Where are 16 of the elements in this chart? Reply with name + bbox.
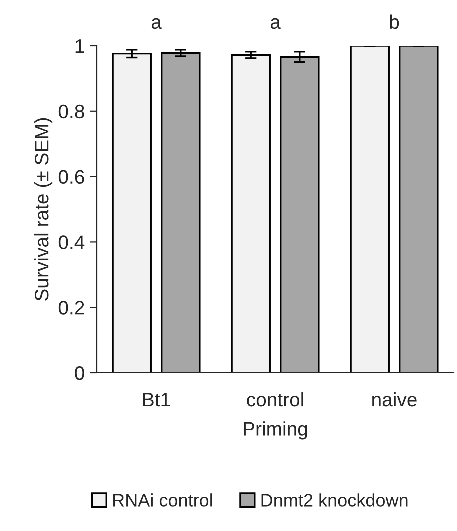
text: b — [390, 14, 400, 30]
y-tick-label: 1 — [76, 40, 84, 54]
text: a — [270, 18, 281, 30]
y-tick-label: 0.2 — [58, 301, 84, 315]
y-tick-label: 0.8 — [58, 104, 84, 119]
legend-label: RNAi control — [114, 494, 212, 507]
x-tick-label: Bt1 — [144, 393, 170, 407]
legend-label: Dnmt2 knockdown — [262, 494, 408, 507]
text: a — [152, 18, 162, 30]
x-tick-label: naive — [372, 392, 417, 407]
x-axis-title: Priming — [244, 422, 308, 440]
y-tick-label: 0.6 — [58, 170, 84, 184]
y-tick-label: 0.4 — [58, 236, 85, 250]
y-tick-label: 0 — [75, 366, 84, 380]
y-axis-title: Survival rate (± SEM) — [34, 118, 53, 301]
x-tick-label: control — [247, 392, 304, 407]
